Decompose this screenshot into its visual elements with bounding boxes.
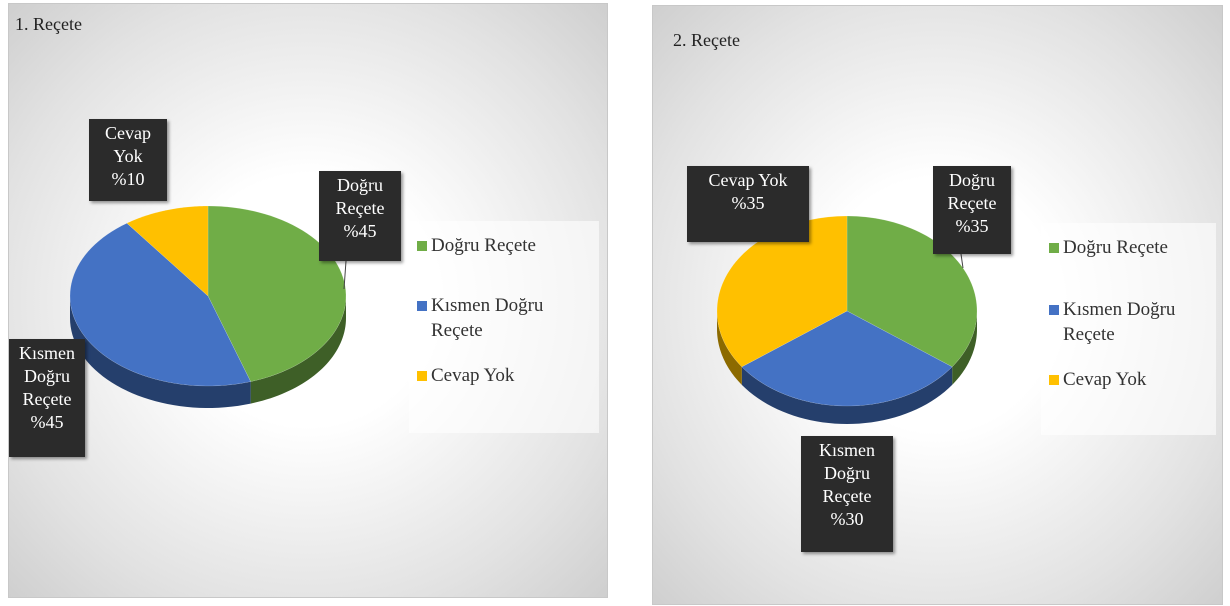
legend-swatch bbox=[1049, 305, 1059, 315]
chart-panel: 2. Reçete Doğru Reçete %35 Kısmen Doğru Re… bbox=[652, 5, 1223, 605]
chart-title: 2. Reçete bbox=[673, 30, 740, 50]
pie-chart bbox=[69, 205, 347, 408]
data-label-category: Doğru Reçete bbox=[335, 175, 385, 218]
data-label: Cevap Yok %10 bbox=[89, 119, 167, 201]
legend-swatch bbox=[417, 241, 427, 251]
data-label-value: %10 bbox=[111, 169, 145, 189]
data-label: Kısmen Doğru Reçete %30 bbox=[801, 436, 893, 552]
legend: Doğru Reçete Kısmen Doğru Reçete Cevap Yok bbox=[1041, 223, 1216, 435]
data-label-value: %30 bbox=[830, 509, 864, 529]
pie-side bbox=[70, 296, 251, 408]
pie-slice bbox=[69, 222, 252, 387]
pie-chart bbox=[716, 215, 978, 424]
data-label-category: Kısmen Doğru Reçete bbox=[19, 343, 75, 409]
data-label-category: Kısmen Doğru Reçete bbox=[819, 440, 875, 506]
legend-label: Doğru Reçete bbox=[1063, 237, 1168, 258]
legend-item: Doğru Reçete bbox=[1049, 235, 1214, 260]
pie-slice bbox=[126, 205, 209, 297]
data-label-value: %45 bbox=[343, 221, 377, 241]
data-label-value: %35 bbox=[955, 216, 989, 236]
legend-label: Cevap Yok bbox=[431, 365, 515, 386]
data-label-category: Cevap Yok bbox=[708, 170, 788, 190]
data-label: Kısmen Doğru Reçete %45 bbox=[9, 339, 85, 457]
legend-swatch bbox=[1049, 243, 1059, 253]
data-label: Doğru Reçete %35 bbox=[933, 166, 1011, 254]
legend: Doğru Reçete Kısmen Doğru Reçete Cevap Yok bbox=[409, 221, 599, 433]
data-label: Doğru Reçete %45 bbox=[319, 171, 401, 261]
legend-item: Cevap Yok bbox=[417, 363, 597, 388]
leader-line bbox=[343, 260, 347, 290]
pie-side bbox=[952, 311, 977, 385]
data-label: Cevap Yok %35 bbox=[687, 166, 809, 242]
legend-label: Kısmen Doğru Reçete bbox=[1063, 299, 1176, 345]
pie-slice bbox=[741, 310, 953, 407]
pie-side bbox=[741, 366, 953, 424]
legend-item: Doğru Reçete bbox=[417, 233, 597, 258]
legend-label: Kısmen Doğru Reçete bbox=[431, 295, 544, 341]
legend-item: Kısmen Doğru Reçete bbox=[1049, 297, 1214, 347]
leader-line bbox=[960, 253, 964, 269]
chart-title: 1. Reçete bbox=[15, 14, 82, 34]
chart-panel: 1. Reçete Doğru Reçete %45 Kısmen Doğru Re… bbox=[8, 3, 608, 598]
data-label-value: %45 bbox=[30, 412, 64, 432]
legend-swatch bbox=[417, 301, 427, 311]
legend-item: Cevap Yok bbox=[1049, 367, 1214, 392]
pie-side bbox=[250, 296, 346, 404]
data-label-category: Cevap Yok bbox=[105, 123, 151, 166]
legend-swatch bbox=[1049, 375, 1059, 385]
data-label-category: Doğru Reçete bbox=[947, 170, 997, 213]
data-label-value: %35 bbox=[731, 193, 765, 213]
legend-label: Cevap Yok bbox=[1063, 369, 1147, 390]
pie-sides bbox=[70, 296, 346, 408]
pie-sides bbox=[717, 311, 977, 424]
legend-item: Kısmen Doğru Reçete bbox=[417, 293, 597, 343]
legend-swatch bbox=[417, 371, 427, 381]
pie-side bbox=[717, 311, 742, 385]
legend-label: Doğru Reçete bbox=[431, 235, 536, 256]
